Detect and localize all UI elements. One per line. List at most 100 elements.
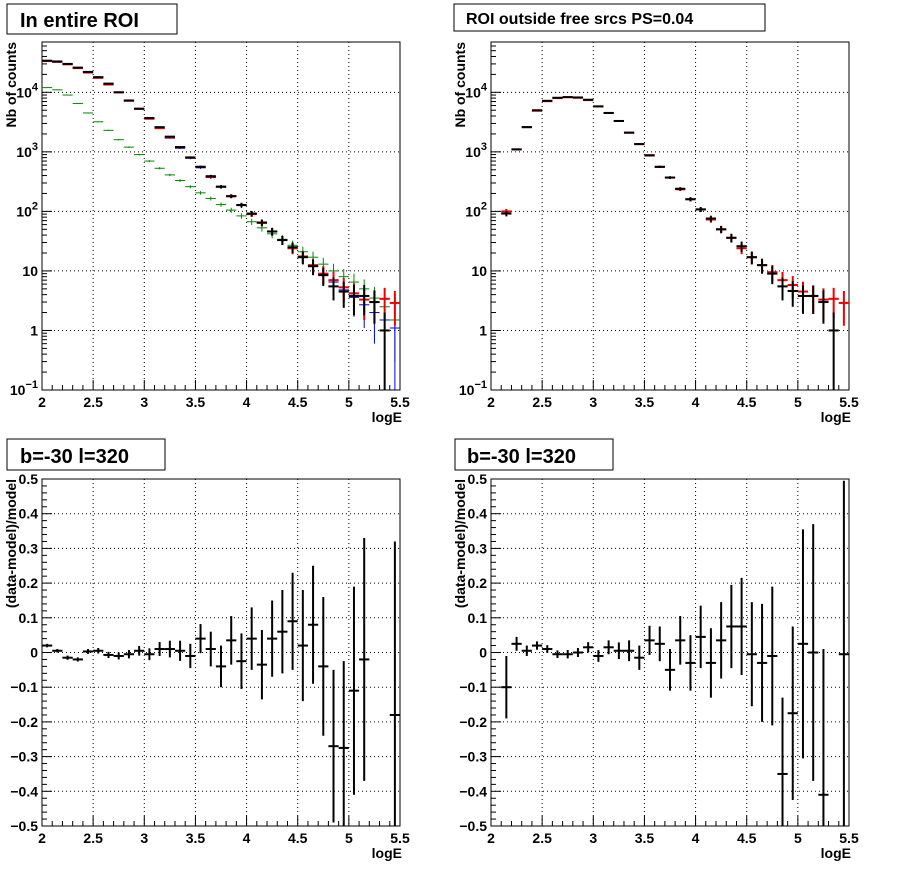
data-point bbox=[705, 628, 717, 698]
data-point bbox=[297, 251, 308, 265]
data-point bbox=[318, 596, 329, 736]
y-tick-label: 0.1 bbox=[19, 610, 39, 626]
data-point bbox=[583, 98, 594, 101]
data-point bbox=[307, 565, 319, 684]
y-tick-label: −0.2 bbox=[10, 714, 38, 730]
y-axis-title: (data-model)/model bbox=[452, 479, 468, 608]
y-tick-label: 10 bbox=[22, 263, 38, 279]
y-tick-label: 102 bbox=[16, 200, 38, 219]
x-tick-label: 4.5 bbox=[737, 394, 757, 410]
data-point bbox=[716, 602, 727, 679]
y-tick-exponent: 3 bbox=[481, 141, 487, 153]
data-point bbox=[613, 119, 624, 122]
data-point bbox=[52, 649, 63, 653]
data-point bbox=[726, 584, 737, 669]
data-point bbox=[623, 131, 635, 134]
data-point bbox=[246, 607, 257, 670]
y-tick-label: 102 bbox=[465, 200, 487, 219]
data-point bbox=[746, 251, 757, 265]
data-point bbox=[521, 645, 532, 656]
x-axis-title: logE bbox=[821, 409, 851, 425]
y-axis-title: Nb of counts bbox=[452, 42, 468, 128]
data-point bbox=[685, 635, 696, 691]
data-point bbox=[634, 645, 645, 670]
y-tick-label: −0.4 bbox=[10, 783, 38, 799]
data-point bbox=[808, 524, 819, 781]
y-axis-title: Nb of counts bbox=[3, 42, 19, 128]
x-tick-label: 5.5 bbox=[839, 830, 859, 846]
y-tick-label: 0.5 bbox=[19, 471, 39, 487]
data-point bbox=[359, 285, 370, 316]
x-tick-label: 2 bbox=[487, 394, 495, 410]
data-point bbox=[654, 165, 665, 168]
y-tick-label: 0.4 bbox=[19, 506, 39, 522]
data-point bbox=[736, 241, 747, 252]
data-point bbox=[164, 135, 175, 138]
plot-frame bbox=[490, 41, 850, 391]
data-point bbox=[634, 143, 645, 146]
data-point bbox=[277, 235, 288, 245]
data-point bbox=[542, 645, 553, 653]
data-point bbox=[808, 285, 819, 314]
y-tick-label: 104 bbox=[465, 81, 488, 100]
data-point bbox=[501, 210, 512, 217]
panel-title-box bbox=[6, 3, 178, 35]
data-point bbox=[185, 185, 196, 189]
series-2 bbox=[501, 96, 839, 390]
data-point bbox=[144, 648, 155, 661]
data-point bbox=[164, 173, 175, 177]
y-axis-ticks bbox=[42, 41, 52, 391]
y-tick-label: 0.3 bbox=[468, 540, 488, 556]
y-tick-label: 0.5 bbox=[468, 471, 488, 487]
data-point bbox=[93, 121, 104, 123]
y-tick-exponent: 4 bbox=[32, 81, 39, 93]
x-axis-ticks bbox=[490, 380, 850, 390]
data-point bbox=[379, 312, 390, 390]
data-point bbox=[226, 194, 237, 199]
data-point bbox=[236, 202, 247, 208]
x-axis-title: logE bbox=[821, 845, 851, 861]
panel-title-box bbox=[453, 3, 766, 32]
data-point bbox=[307, 259, 319, 276]
grid-lines bbox=[491, 42, 849, 390]
x-tick-label: 5 bbox=[345, 394, 353, 410]
x-tick-label: 3.5 bbox=[186, 394, 206, 410]
data-point bbox=[246, 210, 257, 217]
data-point bbox=[767, 266, 778, 285]
data-point bbox=[695, 605, 706, 669]
data-point bbox=[215, 202, 227, 207]
y-axis-ticks bbox=[491, 41, 501, 391]
y-tick-exponent: −1 bbox=[25, 379, 38, 391]
x-tick-label: 2 bbox=[38, 394, 46, 410]
y-tick-label: −0.3 bbox=[10, 749, 38, 765]
y-tick-label: 0.3 bbox=[19, 540, 39, 556]
data-point bbox=[746, 602, 757, 707]
y-tick-label: 103 bbox=[16, 141, 38, 160]
data-point bbox=[82, 649, 94, 654]
data-point bbox=[287, 572, 298, 670]
data-point bbox=[256, 219, 268, 226]
data-point bbox=[154, 642, 165, 656]
data-point bbox=[348, 285, 360, 316]
data-point bbox=[348, 586, 360, 795]
data-point bbox=[797, 529, 809, 759]
panel-3: 2 2.5 3 3.5 4 4.5 5 5.5 −0.5 −0.4 −0.3 −0.2 −0.1 0 0.1… bbox=[3, 438, 410, 861]
series-1 bbox=[501, 480, 849, 826]
y-tick-base: 10 bbox=[16, 203, 32, 219]
x-tick-label: 4.5 bbox=[288, 830, 308, 846]
data-point bbox=[777, 277, 788, 301]
data-point bbox=[511, 148, 522, 151]
x-tick-label: 4 bbox=[243, 394, 251, 410]
panel-title-box bbox=[454, 438, 614, 471]
data-point bbox=[531, 641, 543, 650]
data-point bbox=[767, 586, 778, 726]
data-point bbox=[113, 139, 124, 141]
x-tick-label: 3 bbox=[589, 394, 597, 410]
plot-frame bbox=[41, 41, 401, 391]
data-point bbox=[144, 117, 155, 120]
data-point bbox=[501, 655, 512, 719]
y-tick-label: 10 bbox=[471, 263, 487, 279]
y-tick-label: 0 bbox=[479, 645, 487, 661]
